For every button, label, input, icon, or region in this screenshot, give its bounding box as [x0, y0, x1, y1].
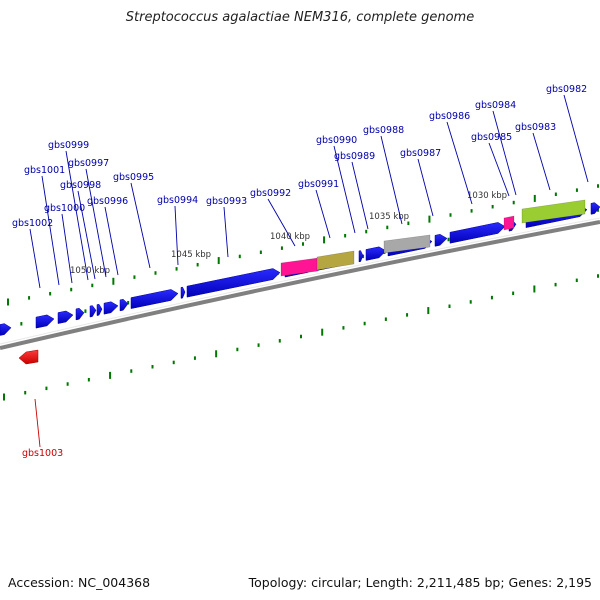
accession-text: Accession: NC_004368	[8, 575, 151, 590]
leader-line	[223, 206, 229, 258]
gene-label-gbs0993: gbs0993	[206, 196, 247, 207]
cds-arrow	[130, 289, 179, 309]
leader-line	[41, 175, 60, 286]
leader-line	[29, 228, 41, 289]
gene-label-gbs0986: gbs0986	[429, 111, 470, 122]
gene-label-gbs0982: gbs0982	[546, 84, 587, 95]
gene-label-gbs0999: gbs0999	[48, 140, 89, 151]
leader-line	[174, 205, 179, 266]
cds-arrow	[119, 298, 129, 312]
leader-line	[446, 121, 473, 205]
cds-arrow	[449, 222, 506, 244]
rrna-feature	[316, 250, 355, 271]
backbone-highlight	[0, 217, 600, 345]
leader-line	[417, 158, 434, 217]
cds-arrow	[96, 303, 103, 316]
leader-line	[488, 142, 510, 197]
gene-label-gbs0983: gbs0983	[515, 122, 556, 133]
topology-summary: Topology: circular; Length: 2,211,485 bp…	[248, 575, 592, 590]
cds-arrow	[35, 314, 55, 329]
leader-line	[65, 150, 89, 281]
gene-label-gbs0987: gbs0987	[400, 148, 441, 159]
scale-label: 1045 kbp	[171, 250, 211, 260]
gene-label-gbs0984: gbs0984	[475, 100, 516, 111]
gene-label-gbs0989: gbs0989	[334, 151, 375, 162]
cds-arrow	[180, 286, 186, 299]
backbone-line	[0, 220, 600, 350]
gene-label-gbs0992: gbs0992	[250, 188, 291, 199]
gene-features	[0, 199, 600, 365]
gene-label-gbs1002: gbs1002	[12, 218, 53, 229]
misc-feature	[521, 199, 586, 224]
cds-arrow	[590, 202, 600, 215]
gene-label-gbs0996: gbs0996	[87, 196, 128, 207]
leader-line	[34, 398, 41, 448]
gene-label-gbs0990: gbs0990	[316, 135, 357, 146]
gene-label-gbs0985: gbs0985	[471, 132, 512, 143]
gene-label-gbs0994: gbs0994	[157, 195, 198, 206]
cds-arrow	[89, 305, 97, 318]
trna-feature	[280, 257, 319, 277]
trna-feature	[503, 215, 515, 231]
gene-label-gbs0995: gbs0995	[113, 172, 154, 183]
cds-arrow	[365, 246, 387, 261]
gene-label-gbs0991: gbs0991	[298, 179, 339, 190]
cds-arrow	[358, 250, 364, 263]
tick-marks	[0, 184, 599, 401]
genome-title: Streptococcus agalactiae NEM316, complet…	[125, 10, 475, 25]
scale-label: 1050 kbp	[70, 266, 110, 276]
cds-arrow	[103, 301, 119, 315]
gene-label-gbs0997: gbs0997	[68, 158, 109, 169]
gene-label-gbs1001: gbs1001	[24, 165, 65, 176]
leader-line	[563, 94, 589, 183]
leader-line	[380, 135, 403, 225]
scale-label: 1035 kbp	[369, 212, 409, 222]
leader-line	[61, 213, 73, 284]
leader-line	[85, 168, 107, 278]
scale-label: 1030 kbp	[467, 191, 507, 201]
misc-feature	[383, 234, 431, 254]
cds-arrow	[75, 307, 85, 321]
cds-arrow	[186, 268, 281, 298]
gene-label-gbs0998: gbs0998	[60, 180, 101, 191]
leader-line	[333, 145, 356, 234]
gene-label-gbs1003: gbs1003	[22, 448, 63, 459]
gene-labels: gbs1002 gbs1001 gbs1000 gbs0999 gbs0998 gbs09…	[12, 84, 589, 459]
gene-label-gbs0988: gbs0988	[363, 125, 404, 136]
leader-line	[315, 189, 331, 239]
gene-label-gbs1000: gbs1000	[44, 203, 85, 214]
leader-line	[77, 190, 96, 280]
leader-line	[130, 182, 151, 269]
leader-line	[267, 198, 296, 247]
cds-reverse-arrow	[18, 349, 39, 365]
leader-line	[492, 110, 517, 196]
genome-backbone	[0, 217, 600, 350]
leader-line	[104, 206, 119, 276]
leader-line	[532, 132, 551, 191]
cds-arrow	[0, 323, 12, 336]
cds-arrow	[434, 234, 448, 247]
leader-line	[351, 161, 369, 230]
cds-arrow	[57, 310, 74, 324]
